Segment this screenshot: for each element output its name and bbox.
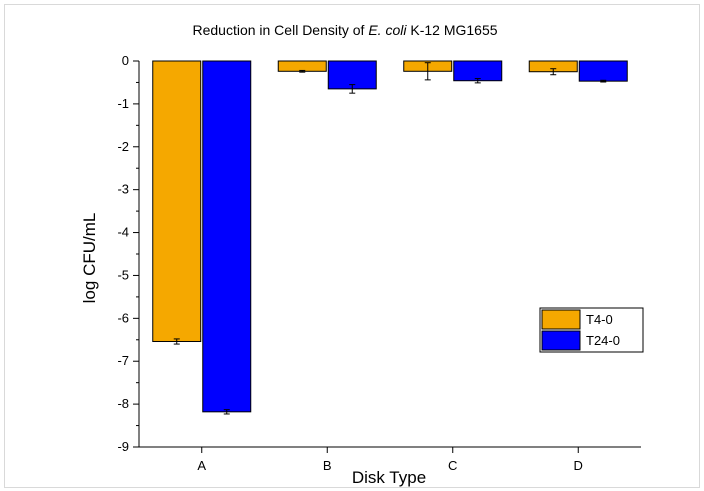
x-axis-title: Disk Type: [352, 468, 426, 487]
chart-title-organism: E. coli: [368, 22, 407, 38]
y-tick-label: -4: [117, 225, 129, 240]
y-tick-label: -6: [117, 310, 129, 325]
legend-label: T24-0: [586, 333, 620, 348]
chart-title: Reduction in Cell Density of E. coli K-1…: [192, 22, 497, 38]
bar: [277, 60, 327, 72]
y-tick-label: -7: [117, 353, 129, 368]
bar: [202, 60, 252, 413]
y-tick-label: -2: [117, 139, 129, 154]
bar: [453, 60, 503, 82]
bar: [152, 60, 202, 342]
legend-swatch: [541, 330, 581, 351]
y-tick-label: 0: [122, 53, 129, 68]
y-axis-title: log CFU/mL: [80, 213, 99, 304]
x-tick-label: D: [574, 458, 583, 473]
y-tick-label: -9: [117, 439, 129, 454]
y-tick-label: -3: [117, 182, 129, 197]
chart-title-prefix: Reduction in Cell Density of: [192, 22, 368, 38]
y-tick-label: -8: [117, 396, 129, 411]
bar-chart: Reduction in Cell Density of E. coli K-1…: [80, 22, 644, 487]
x-tick-label: B: [323, 458, 332, 473]
x-tick-label: C: [448, 458, 457, 473]
plot-area: 0 -1 -2 -3 -4 -5 -6 -7 -8 -9 A B C D: [117, 53, 641, 473]
chart-title-suffix: K-12 MG1655: [406, 22, 497, 38]
y-tick-label: -1: [117, 96, 129, 111]
legend-label: T4-0: [586, 312, 613, 327]
x-tick-label: A: [197, 458, 206, 473]
y-tick-label: -5: [117, 267, 129, 282]
legend-swatch: [541, 309, 581, 330]
legend: T4-0 T24-0: [539, 307, 644, 353]
bar: [578, 60, 628, 82]
chart-frame: Reduction in Cell Density of E. coli K-1…: [4, 4, 700, 488]
